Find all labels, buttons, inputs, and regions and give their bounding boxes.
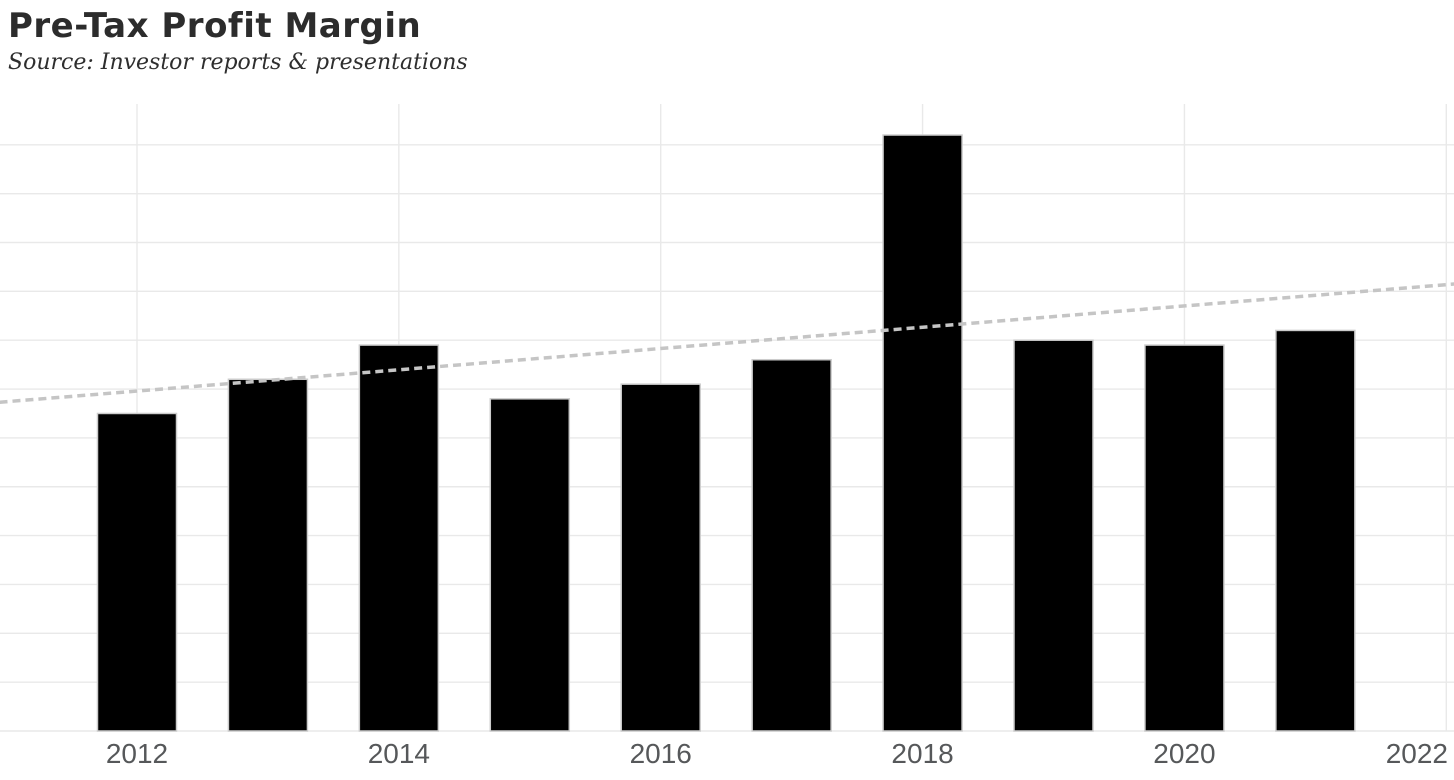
bar-2012	[96, 412, 178, 732]
bar-2015	[489, 398, 571, 732]
chart-title: Pre-Tax Profit Margin	[8, 6, 422, 46]
x-tick-label-2012: 2012	[106, 738, 168, 769]
bar-2016	[620, 383, 701, 732]
x-tick-label-2020: 2020	[1153, 738, 1215, 769]
bar-2013	[227, 378, 309, 732]
bar-2018	[882, 134, 963, 732]
bar-2014	[358, 344, 440, 732]
trend-line	[0, 282, 1454, 404]
x-tick-label-2018: 2018	[891, 738, 953, 769]
chart-header: Pre-Tax Profit Margin Source: Investor r…	[8, 4, 468, 75]
bar-2019	[1013, 339, 1094, 732]
x-tick-label-2016: 2016	[630, 738, 692, 769]
chart-subtitle: Source: Investor reports & presentations	[8, 50, 468, 76]
x-tick-label-2014: 2014	[368, 738, 430, 769]
bar-2020	[1144, 344, 1225, 732]
bar-2021	[1275, 329, 1356, 732]
bar-2017	[751, 358, 832, 732]
x-tick-label-2022: 2022	[1386, 738, 1448, 769]
